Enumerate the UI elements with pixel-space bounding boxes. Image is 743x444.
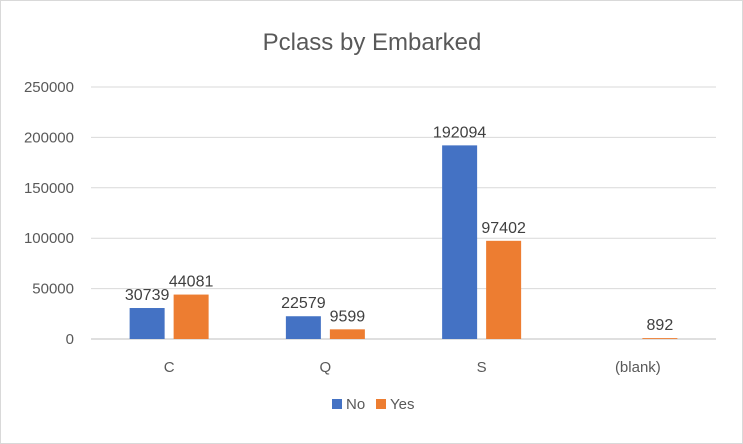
- data-label: 22579: [281, 295, 326, 312]
- data-label: 44081: [169, 274, 214, 291]
- bar-no-c: [129, 308, 165, 339]
- legend-swatch-no: [332, 399, 342, 409]
- bar-yes-q: [329, 329, 365, 339]
- y-tick-label: 200000: [24, 129, 74, 146]
- y-tick-label: 150000: [24, 180, 74, 197]
- x-axis-ticks: C Q S (blank): [164, 359, 661, 376]
- bar-yes-blank: [642, 338, 678, 339]
- data-label: 192094: [433, 124, 486, 141]
- bar-layer: [129, 145, 678, 339]
- x-tick-label: (blank): [615, 359, 661, 376]
- legend-label-no: No: [346, 396, 365, 413]
- bar-yes-c: [173, 294, 209, 339]
- legend-swatch-yes: [376, 399, 386, 409]
- data-label: 30739: [125, 287, 170, 304]
- legend: No Yes: [332, 396, 414, 413]
- legend-label-yes: Yes: [390, 396, 414, 413]
- data-label: 892: [647, 317, 674, 334]
- y-axis-ticks: 0 50000 100000 150000 200000 250000: [24, 79, 74, 348]
- y-tick-label: 0: [66, 331, 74, 348]
- y-tick-label: 250000: [24, 79, 74, 96]
- x-tick-label: S: [477, 359, 487, 376]
- data-label: 97402: [481, 220, 526, 237]
- x-tick-label: Q: [320, 359, 332, 376]
- y-tick-label: 50000: [32, 281, 74, 298]
- bar-yes-s: [486, 240, 522, 339]
- bar-no-s: [442, 145, 478, 339]
- data-label: 9599: [330, 308, 366, 325]
- chart-title: Pclass by Embarked: [263, 29, 482, 56]
- bar-no-q: [285, 316, 321, 339]
- y-tick-label: 100000: [24, 230, 74, 247]
- x-tick-label: C: [164, 359, 175, 376]
